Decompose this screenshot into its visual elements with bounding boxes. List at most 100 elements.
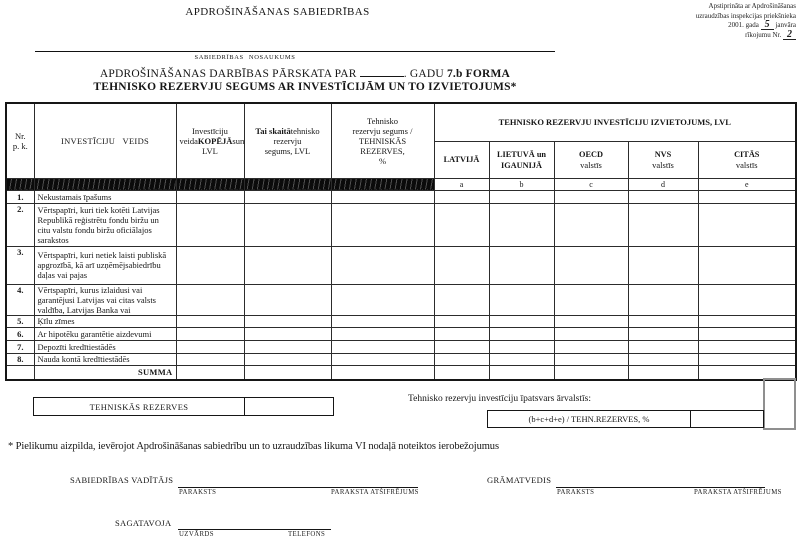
paraksts-label: PARAKSTS <box>179 489 217 496</box>
telefons-label: TELEFONS <box>288 531 326 538</box>
row-number: 5. <box>5 314 35 328</box>
formula-label: (b+c+d+e) / TEHN.REZERVES, % <box>528 414 650 424</box>
empty-cell <box>433 245 490 285</box>
empty-cell <box>627 364 699 381</box>
approval-order-number-handwritten: 2 <box>783 29 796 40</box>
row-number: 3. <box>5 245 35 285</box>
empty-cell <box>175 339 245 354</box>
column-letter-b: b <box>488 177 555 191</box>
empty-cell <box>433 283 490 316</box>
technical-reserves-table: Nr. p. k. INVESTĪCIJU VEIDS Investīciju … <box>5 102 797 381</box>
empty-cell <box>488 314 555 328</box>
country-name: CITĀS <box>734 150 760 159</box>
empty-cell <box>243 245 332 285</box>
empty-cell <box>697 352 797 366</box>
tai-bold: Tai skaitā <box>255 125 291 136</box>
empty-cell <box>330 326 435 341</box>
empty-cell <box>175 245 245 285</box>
empty-cell <box>488 202 555 247</box>
empty-cell <box>697 189 797 204</box>
row-number: 4. <box>5 283 35 316</box>
formula-box: (b+c+d+e) / TEHN.REZERVES, % <box>487 410 764 428</box>
hatched-cell <box>33 177 177 191</box>
col-header-veids: INVESTĪCIJU VEIDS <box>33 102 177 179</box>
ipatsvars-text: Tehnisko rezervju investīciju īpatsvars … <box>408 394 591 404</box>
row-label: Nekustamais īpašums <box>33 189 177 204</box>
report-title-gadu: . GADU <box>403 68 444 80</box>
summa-row: SUMMA <box>5 364 797 381</box>
col-header-citas: CITĀS valstīs <box>697 140 797 179</box>
empty-cell <box>243 352 332 366</box>
row-label: Vērtspapīri, kurus izlaidusi vai garantē… <box>33 283 177 316</box>
table-row: 5. Ķīlu zīmes <box>5 314 797 328</box>
empty-cell <box>175 352 245 366</box>
kopeja-pre: Investīciju veida <box>179 125 228 146</box>
empty-cell <box>330 202 435 247</box>
empty-cell <box>175 314 245 328</box>
company-name-line <box>35 51 555 52</box>
company-name-label: SABIEDRĪBAS NOSAUKUMS <box>194 54 296 61</box>
empty-cell <box>553 352 629 366</box>
empty-cell <box>553 364 629 381</box>
footnote: * Pielikumu aizpilda, ievērojot Apdrošin… <box>8 441 499 452</box>
empty-cell <box>488 339 555 354</box>
empty-cell <box>433 314 490 328</box>
empty-cell <box>433 189 490 204</box>
paraksts-label: PARAKSTS <box>557 489 595 496</box>
hatched-cell <box>330 177 435 191</box>
country-name: NVS <box>654 150 672 159</box>
empty-cell <box>697 314 797 328</box>
country-suffix: valstīs <box>580 160 602 170</box>
empty-cell <box>553 245 629 285</box>
empty-cell <box>5 364 35 381</box>
col-header-izvietojums: TEHNISKO REZERVJU INVESTĪCIJU IZVIETOJUM… <box>433 102 797 142</box>
empty-cell <box>330 339 435 354</box>
header-row-1: Nr. p. k. INVESTĪCIJU VEIDS Investīciju … <box>5 102 797 179</box>
empty-cell <box>243 326 332 341</box>
signature-title-sagatavoja: SAGATAVOJA <box>115 518 172 528</box>
header-row-2: LATVIJĀ LIETUVĀ un IGAUNIJĀ OECD valstīs… <box>6 140 797 179</box>
empty-cell <box>433 364 490 381</box>
empty-cell <box>243 364 332 381</box>
empty-cell <box>697 326 797 341</box>
empty-cell <box>243 339 332 354</box>
org-title: APDROŠINĀŠANAS SABIEDRĪBAS <box>185 6 370 18</box>
approval-date-suffix: janvāra <box>775 21 796 29</box>
uzvards-label: UZVĀRDS <box>179 531 214 538</box>
row-number: 2. <box>5 202 35 247</box>
scan-gray-outline <box>763 378 796 430</box>
empty-cell <box>553 326 629 341</box>
empty-cell <box>697 364 797 381</box>
signature-title-gramatvedis: GRĀMATVEDIS <box>487 475 552 485</box>
row-label: Ķīlu zīmes <box>33 314 177 328</box>
signature-line <box>556 487 765 488</box>
empty-cell <box>243 189 332 204</box>
approval-date-prefix: 2001. gada <box>728 21 759 29</box>
empty-cell <box>175 364 245 381</box>
country-name: OECD <box>579 150 603 159</box>
table-row: 2. Vērtspapīri, kuri tiek kotēti Latvija… <box>5 202 797 247</box>
empty-cell <box>433 352 490 366</box>
hatched-cell <box>243 177 332 191</box>
report-subtitle: TEHNISKO REZERVJU SEGUMS AR INVESTĪCIJĀM… <box>93 81 517 93</box>
report-title: APDROŠINĀŠANAS DARBĪBAS PĀRSKATA PAR . G… <box>88 66 522 80</box>
row-label: Vērtspapīri, kuri netiek laisti publiskā… <box>33 245 177 285</box>
country-name: LIETUVĀ un IGAUNIJĀ <box>496 149 547 170</box>
col-header-tehn-rezerves: Tehnisko rezervju segums / TEHNISKĀS REZ… <box>330 102 435 179</box>
col-header-tai-skaita: Tai skaitātehnisko rezervju segums, LVL <box>243 102 332 179</box>
tehniskas-rezerves-label: TEHNISKĀS REZERVES <box>89 401 189 412</box>
empty-cell <box>627 283 699 316</box>
signature-line <box>178 529 331 530</box>
empty-cell <box>433 202 490 247</box>
empty-cell <box>488 326 555 341</box>
table-row: 1. Nekustamais īpašums <box>5 189 797 204</box>
empty-cell <box>488 245 555 285</box>
col-header-latvija: LATVIJĀ <box>433 140 490 179</box>
empty-cell <box>697 202 797 247</box>
approval-line-2: uzraudzības inspekcijas priekšnieka <box>695 11 796 20</box>
empty-cell <box>697 283 797 316</box>
approval-line-1: Apstiprināta ar Apdrošināšanas <box>708 2 796 10</box>
column-letter-a: a <box>433 177 490 191</box>
empty-cell <box>697 339 797 354</box>
